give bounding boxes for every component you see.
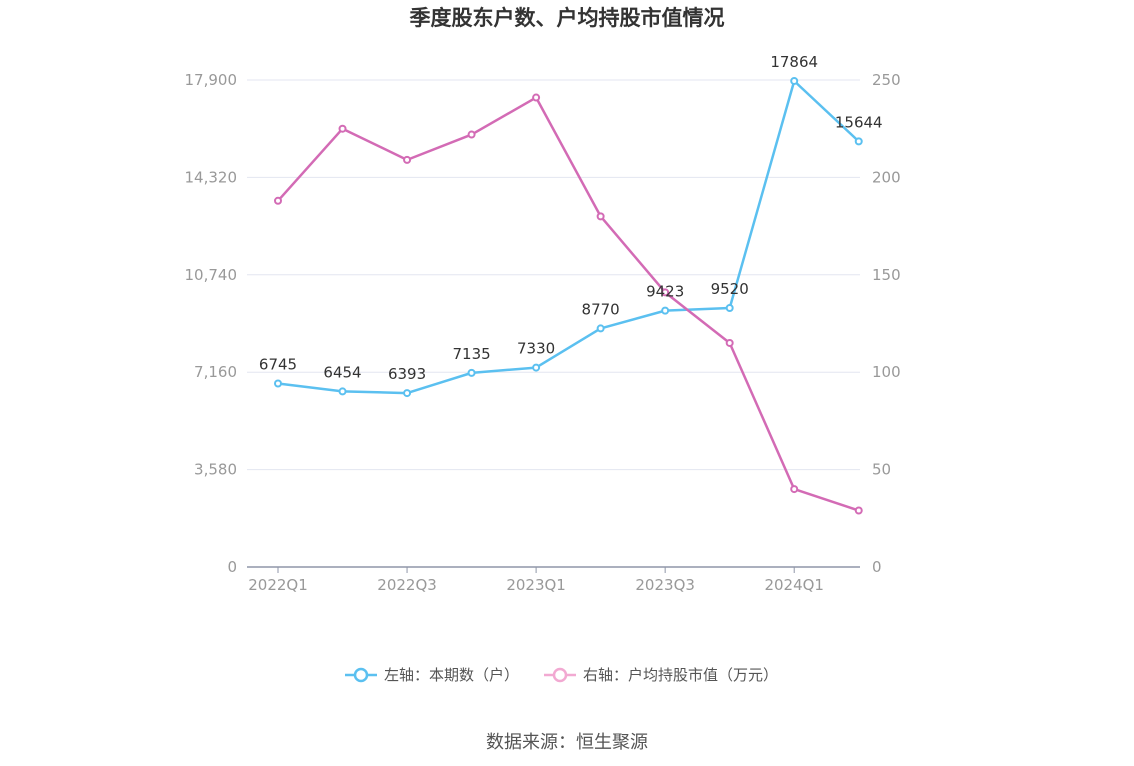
data-label: 6393 — [388, 365, 426, 383]
series-2-point — [854, 506, 863, 515]
series-1-point — [403, 389, 412, 398]
data-label: 9423 — [646, 283, 684, 301]
data-label: 8770 — [582, 300, 620, 318]
series-1-point — [596, 324, 605, 333]
right-axis-tick-label: 100 — [872, 363, 901, 381]
series-2-point — [790, 485, 799, 494]
left-axis-tick-label: 10,740 — [185, 266, 238, 284]
left-axis-tick-label: 14,320 — [185, 168, 238, 186]
left-axis-tick-label: 0 — [227, 558, 237, 576]
data-label: 9520 — [711, 280, 749, 298]
series-1-point — [532, 363, 541, 372]
data-label: 6454 — [323, 363, 361, 381]
x-axis-tick-label: 2022Q1 — [248, 576, 308, 594]
right-axis-tick-label: 250 — [872, 71, 901, 89]
series-2-point — [338, 124, 347, 133]
x-axis-tick-label: 2023Q1 — [506, 576, 566, 594]
source-note: 数据来源：恒生聚源 — [486, 732, 648, 753]
series-1-point — [790, 76, 799, 85]
x-axis-tick-label: 2024Q1 — [764, 576, 824, 594]
series-line-2 — [277, 96, 860, 512]
left-axis-tick-label: 7,160 — [194, 363, 237, 381]
right-axis-tick-label: 50 — [872, 461, 891, 479]
chart-title: 季度股东户数、户均持股市值情况 — [410, 6, 725, 30]
legend-marker-1 — [353, 667, 369, 683]
data-label: 7330 — [517, 340, 555, 358]
x-axis-tick-label: 2023Q3 — [635, 576, 695, 594]
axes: 0 0 3,580 50 7,160 100 10,740 150 14,320 200 17,90… — [185, 71, 901, 594]
data-label: 15644 — [835, 113, 883, 131]
series-2-point — [725, 338, 734, 347]
series-2-point — [403, 155, 412, 164]
legend-label-1: 左轴：本期数（户） — [384, 666, 519, 684]
right-axis-tick-label: 150 — [872, 266, 901, 284]
series-layer — [274, 76, 863, 515]
left-axis-tick-label: 17,900 — [185, 71, 238, 89]
series-1-point — [725, 303, 734, 312]
x-axis-tick-label: 2022Q3 — [377, 576, 437, 594]
series-line-1 — [277, 79, 860, 395]
series-2-point — [274, 196, 282, 205]
series-1-point — [467, 368, 476, 377]
legend-label-2: 右轴：户均持股市值（万元） — [583, 666, 778, 684]
right-axis-tick-label: 0 — [872, 558, 882, 576]
series-1-point — [661, 306, 670, 315]
data-label: 17864 — [770, 53, 818, 71]
series-1-point — [854, 137, 863, 146]
right-axis-tick-label: 200 — [872, 168, 901, 186]
data-label: 6745 — [259, 355, 297, 373]
grid — [247, 79, 860, 471]
left-axis-tick-label: 3,580 — [194, 461, 237, 479]
data-labels: 6745 6454 6393 7135 7330 8770 9423 9520 17864 156… — [259, 53, 883, 383]
series-2-point — [596, 212, 605, 221]
series-2-point — [661, 288, 670, 297]
data-label: 7135 — [452, 345, 490, 363]
legend[interactable]: 左轴：本期数（户） 右轴：户均持股市值（万元） — [345, 666, 778, 684]
series-1-point — [338, 387, 347, 396]
legend-marker-2 — [552, 667, 568, 683]
series-2-point — [467, 130, 476, 139]
series-2-point — [532, 93, 541, 102]
series-1-point — [274, 379, 282, 388]
